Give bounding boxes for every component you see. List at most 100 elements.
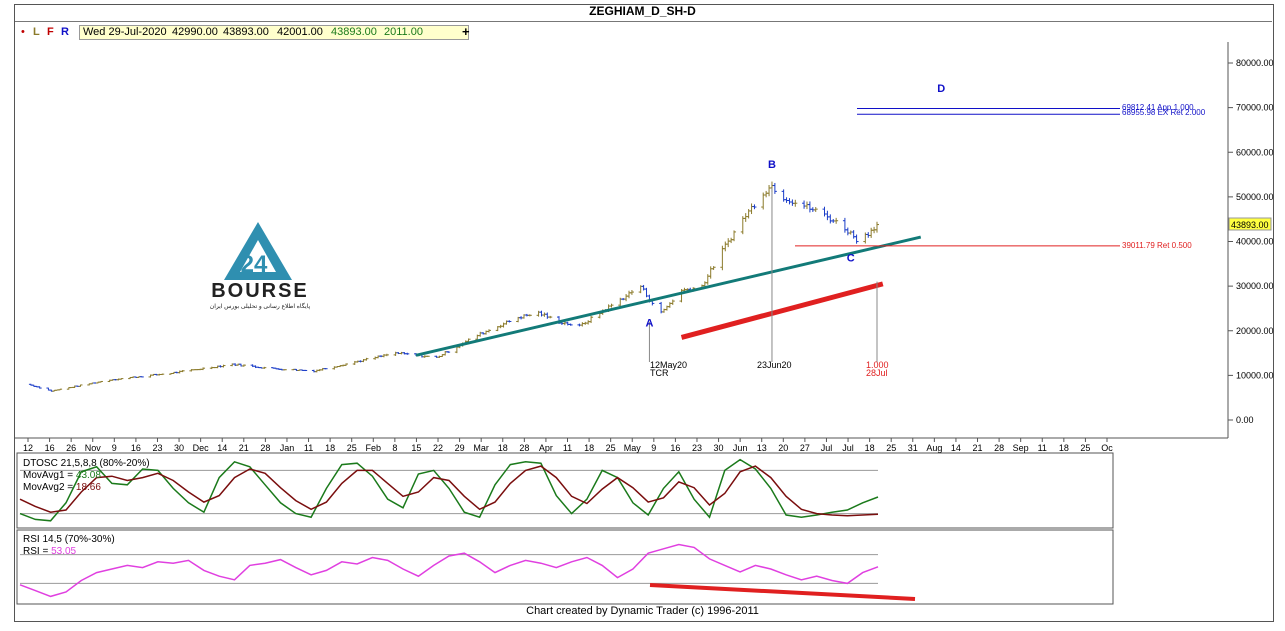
x-tick-label: 25 [347,443,357,453]
x-tick-label: 18 [584,443,594,453]
x-tick-label: 29 [455,443,465,453]
dtosc-panel [16,452,1114,529]
oscillator-layer [19,458,916,601]
time-marker-3: 1.000 [866,360,889,370]
rsi-title: RSI 14,5 (70%-30%) [23,534,115,545]
x-tick-label: 11 [1038,443,1047,453]
movavg2-label-text: MovAvg2 = [23,482,76,493]
retracement-label: 39011.79 Ret 0.500 [1122,241,1192,250]
x-tick-label: Aug [926,443,942,453]
dtosc-title: DTOSC 21,5,8,8 (80%-20%) [23,458,150,469]
time-marker-1: 12May20 [650,360,687,370]
x-tick-label: Mar [473,443,489,453]
l-button[interactable]: L [33,26,40,38]
movavg2-value: 18.66 [76,482,101,493]
x-tick-label: 14 [951,443,961,453]
y-tick-label: 50000.00 [1236,192,1274,202]
x-tick-label: Apr [539,443,553,453]
x-tick-label: 16 [670,443,680,453]
y-tick-label: 30000.00 [1236,281,1274,291]
d-level-2-label: 68955.98 EX Ret 2.000 [1122,108,1206,117]
x-tick-label: 18 [865,443,875,453]
y-tick-label: 20000.00 [1236,326,1274,336]
x-tick-label: Sep [1013,443,1029,453]
x-tick-label: 27 [800,443,810,453]
rsi-label-text: RSI = [23,546,51,557]
add-symbol-button[interactable]: + [462,24,470,39]
d-level-1-label: 69812.41 App 1.000 [1122,103,1194,112]
logo-mark: 24 [241,251,268,278]
y-tick-label: 40000.00 [1236,237,1274,247]
x-tick-label: 15 [411,443,421,453]
bourse-logo: 24 BOURSE پایگاه اطلاع رسانی و تحلیلی بو… [210,222,311,310]
status-dot: • [21,26,25,38]
x-tick-label: 21 [239,443,249,453]
osc-series-rsi [19,543,879,598]
x-tick-label: May [624,443,642,453]
x-tick-label: 20 [778,443,788,453]
y-tick-label: 0.00 [1236,415,1254,425]
time-marker-1-sub: TCR [650,368,669,378]
x-tick-label: 26 [66,443,76,453]
y-tick-label: 60000.00 [1236,147,1274,157]
wave-label-a: A [645,317,653,329]
x-tick-label: 9 [651,443,656,453]
x-tick-label: 25 [886,443,896,453]
movavg1-label: MovAvg1 = 43.08 [23,470,101,481]
x-tick-label: 18 [498,443,508,453]
info-open: 42990.00 [172,26,218,38]
red-trendline [680,281,884,340]
rsi-divergence-line [649,583,916,601]
x-tick-label: 12 [23,443,33,453]
logo-text: BOURSE [211,280,309,302]
x-tick-label: 9 [112,443,117,453]
x-tick-label: 22 [433,443,443,453]
rsi-label: RSI = 53.05 [23,546,77,557]
info-high: 43893.00 [223,26,269,38]
x-tick-label: Jul [821,443,833,453]
x-tick-label: 13 [757,443,767,453]
x-tick-label: Jun [733,443,748,453]
x-tick-label: 11 [304,443,313,453]
logo-triangle-inner [240,240,276,272]
x-tick-label: Dec [193,443,210,453]
footer-credit: Chart created by Dynamic Trader (c) 1996… [526,605,759,617]
x-tick-label: Feb [366,443,382,453]
rsi-panel [16,529,1114,605]
info-close: 43893.00 [331,26,377,38]
wave-label-b: B [768,159,776,171]
x-tick-label: Nov [85,443,102,453]
x-tick-label: 28 [519,443,529,453]
y-tick-label: 70000.00 [1236,103,1274,113]
x-tick-label: 25 [1080,443,1090,453]
support-trendline [415,235,922,357]
x-tick-label: Jul [842,443,854,453]
osc-series-movavg2 [19,465,879,517]
info-box-bg [79,25,469,40]
wave-label-c: C [847,253,855,265]
y-tick-label: 10000.00 [1236,370,1274,380]
logo-subtitle: پایگاه اطلاع رسانی و تحلیلی بورس ایران [210,302,311,310]
info-low: 42001.00 [277,26,323,38]
r-button[interactable]: R [61,26,69,38]
x-tick-label: 31 [908,443,918,453]
time-marker-2: 23Jun20 [757,360,792,370]
movavg1-value: 43.08 [76,470,101,481]
last-price-text: 43893.00 [1231,220,1269,230]
x-tick-label: 14 [217,443,227,453]
title-divider [15,21,1272,22]
price-layer: A B C D [28,83,1120,392]
last-price-badge [1228,217,1272,231]
x-tick-label: 23 [692,443,702,453]
x-tick-label: 30 [714,443,724,453]
rsi-value: 53.05 [51,546,76,557]
chart-window [14,4,1274,622]
time-marker-3-sub: 28Jul [866,368,888,378]
info-volume: 2011.00 [384,26,423,38]
x-tick-label: 8 [392,443,397,453]
movavg1-label-text: MovAvg1 = [23,470,76,481]
f-button[interactable]: F [47,26,54,38]
movavg2-label: MovAvg2 = 18.66 [23,482,101,493]
x-tick-label: 16 [131,443,141,453]
